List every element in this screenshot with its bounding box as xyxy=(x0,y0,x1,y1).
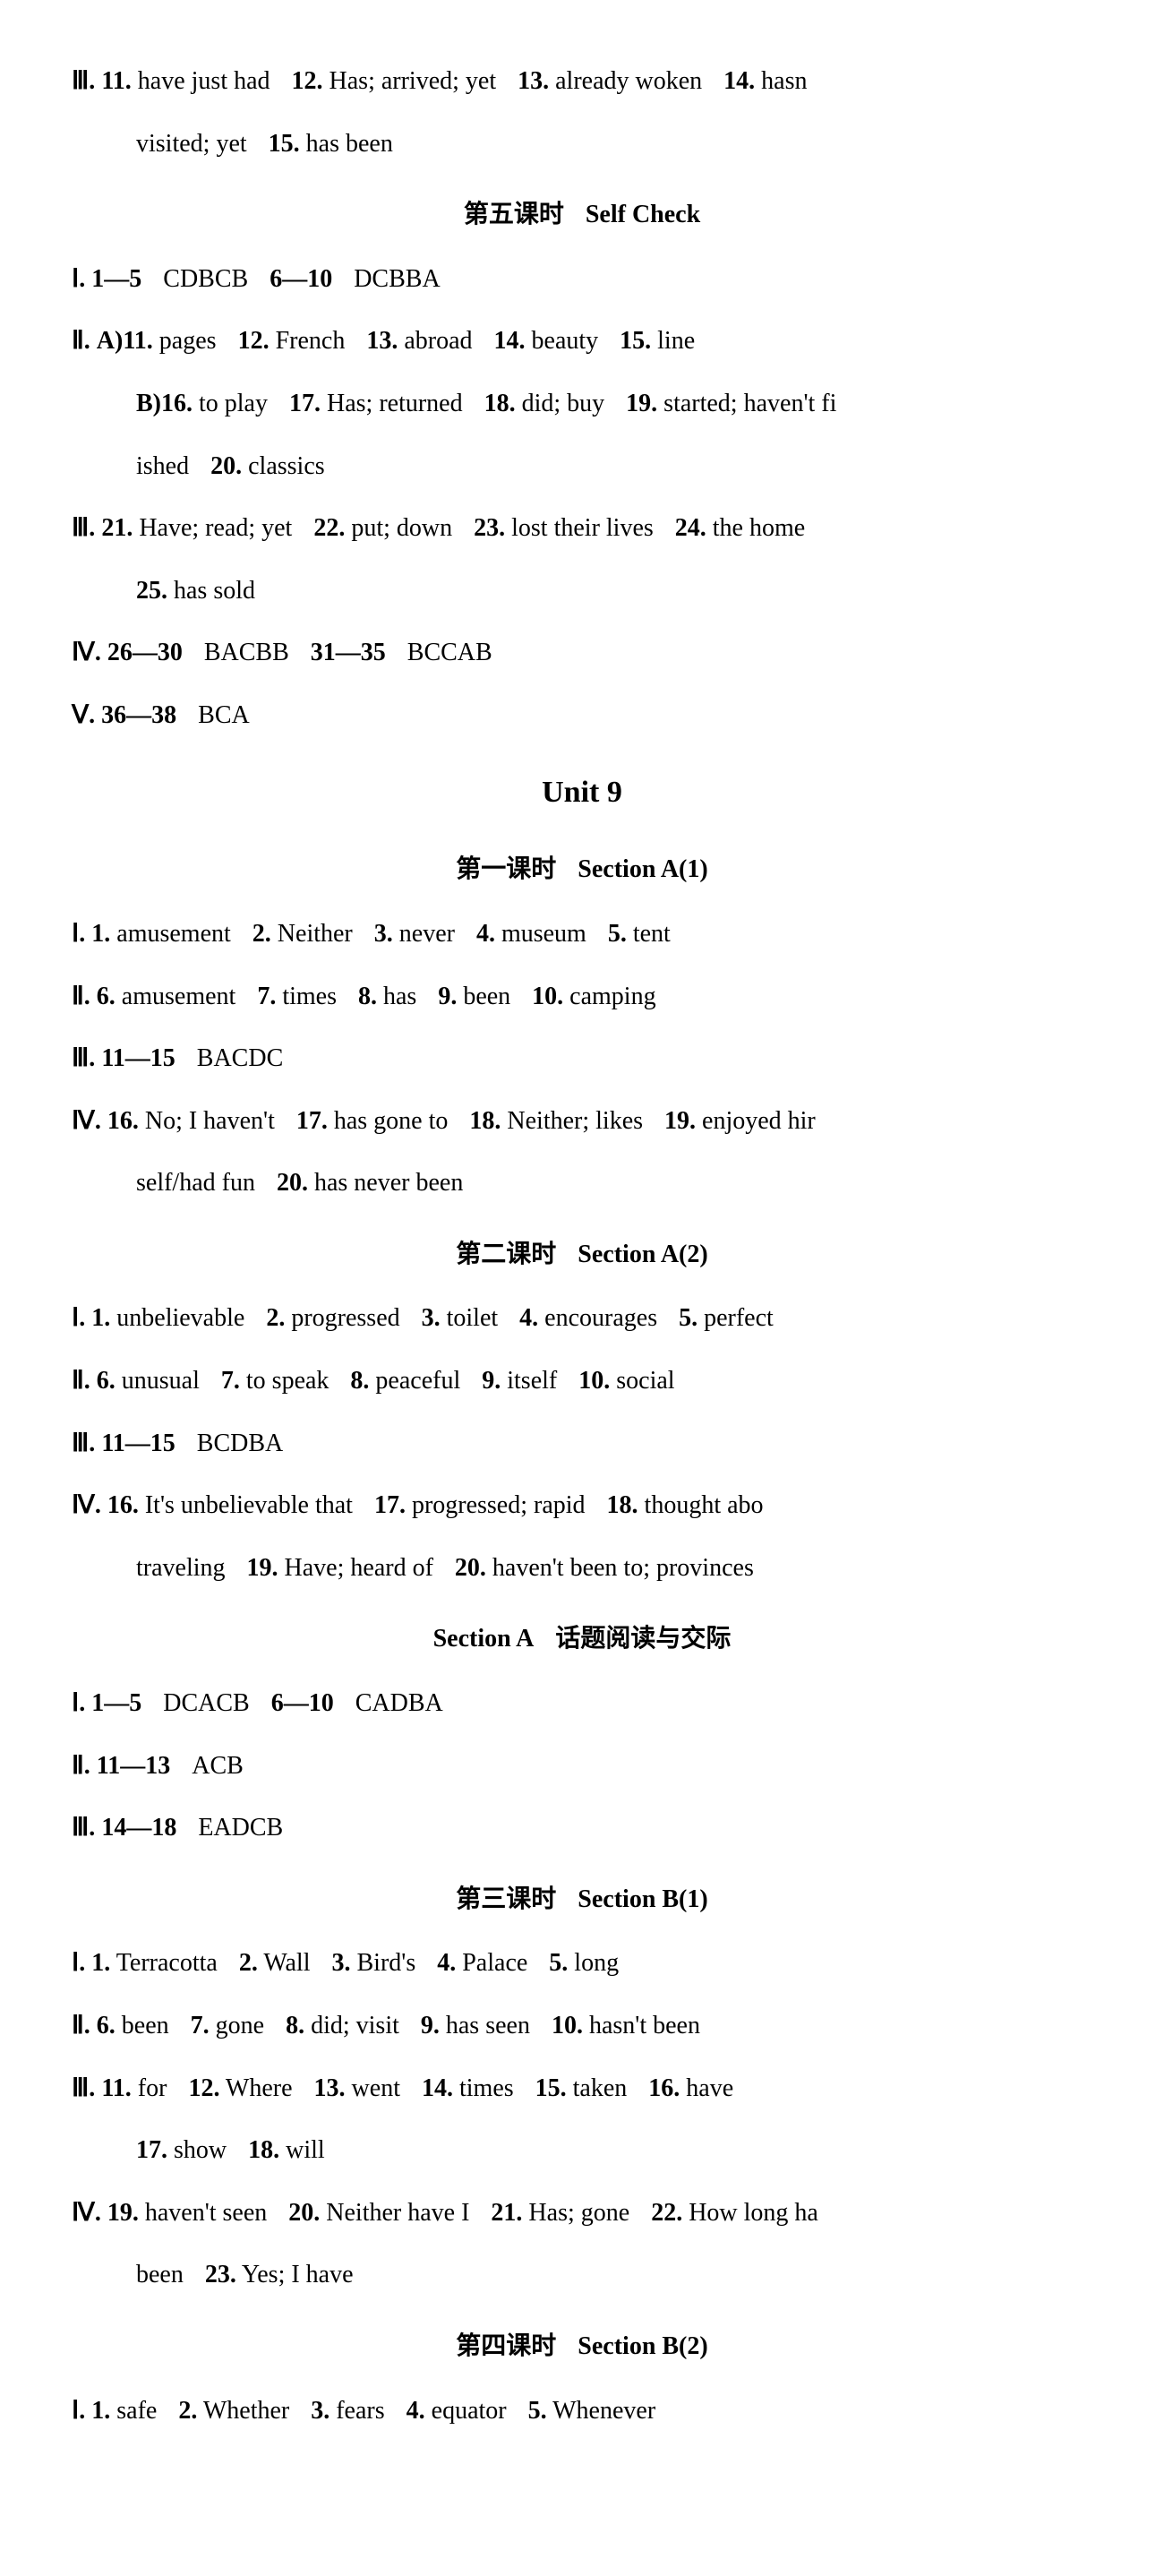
answer-line: Ⅰ. 1—5DCACB6—10CADBA xyxy=(72,1676,1092,1731)
answer-line: Ⅳ. 26—30BACBB31—35BCCAB xyxy=(72,625,1092,681)
heading-topic-reading: Section A话题阅读与交际 xyxy=(72,1611,1092,1667)
heading-lesson-5: 第五课时Self Check xyxy=(72,187,1092,243)
answer-line-cont: self/had fun20. has never been xyxy=(72,1155,1092,1211)
answer-line: Ⅰ. 1. amusement2. Neither3. never4. muse… xyxy=(72,906,1092,962)
answer-line: Ⅳ. 16. It's unbelievable that17. progres… xyxy=(72,1478,1092,1533)
answer-line: Ⅱ. 6. unusual7. to speak8. peaceful9. it… xyxy=(72,1353,1092,1409)
answer-line-cont: 17. show18. will xyxy=(72,2123,1092,2178)
answer-line: Ⅴ. 36—38BCA xyxy=(72,688,1092,743)
answer-line: Ⅰ. 1—5CDBCB6—10DCBBA xyxy=(72,252,1092,307)
answer-line: Ⅱ. 11—13ACB xyxy=(72,1739,1092,1794)
answer-line: Ⅳ. 19. haven't seen20. Neither have I21.… xyxy=(72,2185,1092,2241)
heading-section-a2: 第二课时Section A(2) xyxy=(72,1227,1092,1283)
answer-line-cont: traveling19. Have; heard of20. haven't b… xyxy=(72,1541,1092,1596)
answer-line: Ⅲ. 11. for12. Where13. went14. times15. … xyxy=(72,2061,1092,2117)
heading-section-a1: 第一课时Section A(1) xyxy=(72,842,1092,897)
answer-line-cont: ished20. classics xyxy=(72,439,1092,494)
answer-line: Ⅰ. 1. safe2. Whether3. fears4. equator5.… xyxy=(72,2383,1092,2439)
answer-line: Ⅲ. 11—15BACDC xyxy=(72,1031,1092,1086)
heading-unit-9: Unit 9 xyxy=(72,760,1092,827)
answer-line: Ⅳ. 16. No; I haven't17. has gone to18. N… xyxy=(72,1094,1092,1149)
answer-line: Ⅲ. 21. Have; read; yet22. put; down23. l… xyxy=(72,501,1092,556)
heading-section-b2: 第四课时Section B(2) xyxy=(72,2319,1092,2374)
answer-line-cont: visited; yet15. has been xyxy=(72,116,1092,172)
answer-line: Ⅱ. 6. amusement7. times8. has9. been10. … xyxy=(72,969,1092,1025)
answer-line: Ⅰ. 1. Terracotta2. Wall3. Bird's4. Palac… xyxy=(72,1936,1092,1991)
answer-line-cont: B)16. to play17. Has; returned18. did; b… xyxy=(72,376,1092,432)
answer-line: Ⅱ. A)11. pages12. French13. abroad14. be… xyxy=(72,313,1092,369)
answer-line-cont: been23. Yes; I have xyxy=(72,2247,1092,2303)
answer-line: Ⅰ. 1. unbelievable2. progressed3. toilet… xyxy=(72,1291,1092,1346)
answer-line: Ⅲ. 11. have just had12. Has; arrived; ye… xyxy=(72,54,1092,109)
answer-line: Ⅲ. 14—18EADCB xyxy=(72,1800,1092,1856)
answer-line: Ⅱ. 6. been7. gone8. did; visit9. has see… xyxy=(72,1998,1092,2054)
heading-section-b1: 第三课时Section B(1) xyxy=(72,1872,1092,1928)
answer-line: Ⅲ. 11—15BCDBA xyxy=(72,1416,1092,1472)
answer-line-cont: 25. has sold xyxy=(72,563,1092,619)
